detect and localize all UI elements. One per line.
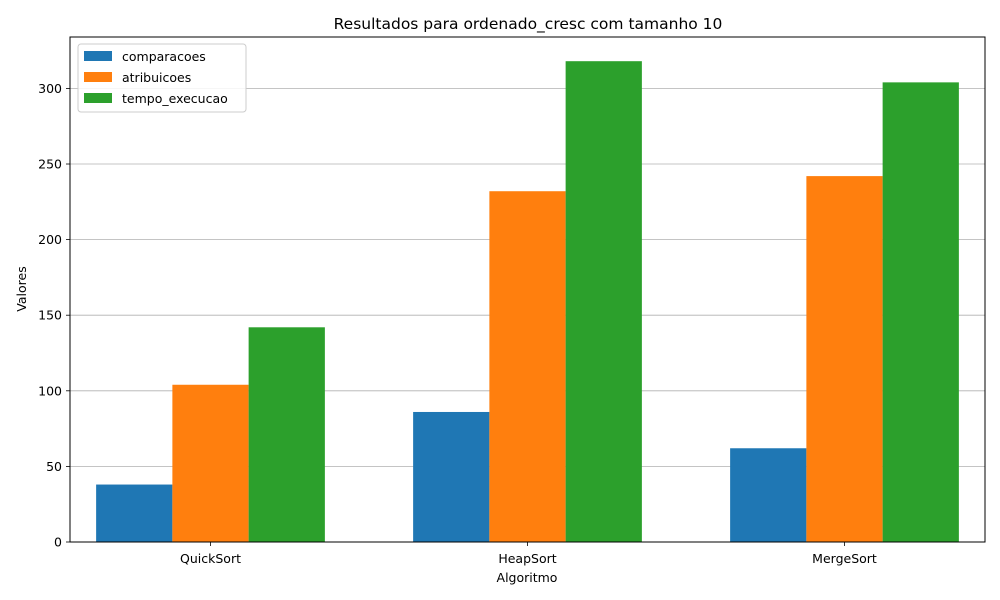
legend-label-comparacoes: comparacoes: [122, 49, 206, 64]
bar-comparacoes-MergeSort: [730, 448, 807, 542]
legend-label-atribuicoes: atribuicoes: [122, 70, 191, 85]
y-tick-label: 100: [38, 383, 62, 398]
legend-box: [77, 43, 247, 113]
chart-title: Resultados para ordenado_cresc com taman…: [334, 15, 723, 34]
x-tick-label: HeapSort: [498, 551, 556, 566]
y-axis-ticks: 0 50 100 150 200 250 300: [38, 81, 70, 550]
legend-swatch-comparacoes: [84, 51, 112, 61]
bar-tempo_execucao-MergeSort: [882, 82, 959, 542]
legend: comparacoes atribuicoes tempo_execucao: [77, 43, 247, 113]
x-tick-label: QuickSort: [180, 551, 241, 566]
x-axis-ticks: QuickSort HeapSort MergeSort: [180, 542, 877, 566]
legend-swatch-tempo_execucao: [84, 93, 112, 103]
bars: [96, 61, 959, 542]
legend-label-tempo_execucao: tempo_execucao: [122, 91, 228, 106]
y-axis-label: Valores: [14, 266, 29, 311]
y-tick-label: 150: [38, 308, 62, 323]
x-axis-label: Algoritmo: [497, 570, 558, 585]
bar-atribuicoes-HeapSort: [489, 191, 566, 542]
bar-tempo_execucao-HeapSort: [565, 61, 642, 542]
y-tick-label: 0: [54, 535, 62, 550]
bar-tempo_execucao-QuickSort: [248, 327, 325, 542]
y-tick-label: 300: [38, 81, 62, 96]
bar-atribuicoes-MergeSort: [806, 176, 883, 542]
x-tick-label: MergeSort: [812, 551, 877, 566]
legend-swatch-atribuicoes: [84, 72, 112, 82]
bar-comparacoes-QuickSort: [96, 484, 173, 542]
bar-atribuicoes-QuickSort: [172, 384, 249, 542]
y-tick-label: 50: [46, 459, 62, 474]
bar-comparacoes-HeapSort: [413, 411, 490, 542]
y-tick-label: 200: [38, 232, 62, 247]
y-tick-label: 250: [38, 157, 62, 172]
